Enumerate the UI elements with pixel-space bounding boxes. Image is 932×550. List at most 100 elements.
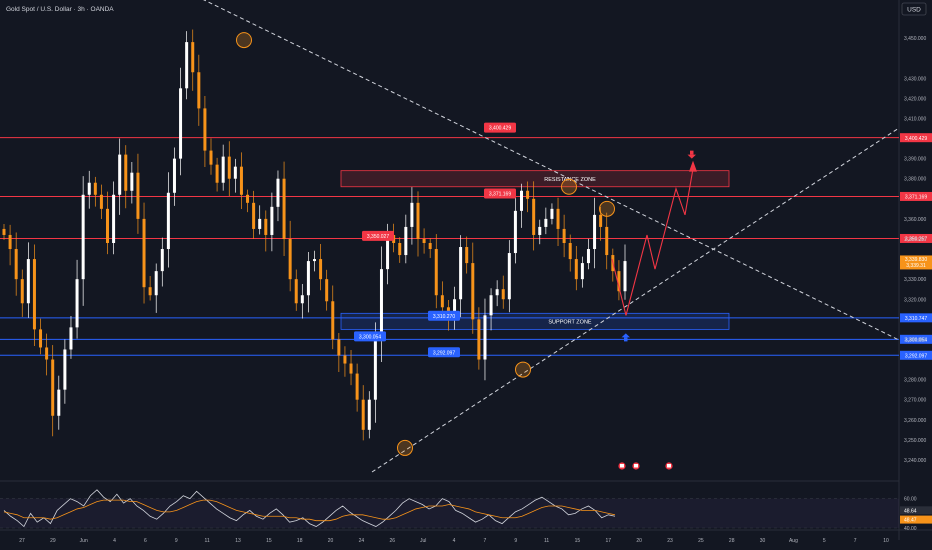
candle[interactable] bbox=[465, 236, 469, 274]
candle[interactable] bbox=[416, 191, 420, 257]
price-axis[interactable]: 3,450.000 3,430.000 3,420.000 3,410.000 3,39… bbox=[900, 36, 932, 464]
candle[interactable] bbox=[520, 183, 523, 228]
candle[interactable] bbox=[440, 281, 444, 314]
candle[interactable] bbox=[343, 346, 347, 377]
candle[interactable] bbox=[337, 333, 341, 372]
candle[interactable] bbox=[87, 170, 91, 209]
candle[interactable] bbox=[580, 256, 584, 288]
candle[interactable] bbox=[556, 197, 560, 247]
candle[interactable] bbox=[233, 158, 237, 193]
candle[interactable] bbox=[550, 203, 554, 225]
candle[interactable] bbox=[593, 197, 597, 269]
candle[interactable] bbox=[20, 269, 24, 317]
candle[interactable] bbox=[227, 141, 231, 197]
candle[interactable] bbox=[270, 192, 274, 252]
candle[interactable] bbox=[367, 391, 371, 439]
candle[interactable] bbox=[434, 234, 438, 309]
candle[interactable] bbox=[276, 170, 280, 222]
candle[interactable] bbox=[81, 176, 85, 306]
candle[interactable] bbox=[93, 176, 97, 207]
candle[interactable] bbox=[300, 283, 304, 319]
candle[interactable] bbox=[544, 207, 548, 235]
candle[interactable] bbox=[526, 181, 530, 213]
candle[interactable] bbox=[538, 219, 542, 245]
rsi-panel[interactable]: 60.00 40.00 48.64 48.47 bbox=[0, 489, 932, 532]
candle[interactable] bbox=[428, 238, 432, 258]
candle[interactable] bbox=[574, 246, 578, 291]
candle[interactable] bbox=[69, 316, 73, 359]
candle[interactable] bbox=[75, 259, 79, 339]
candle[interactable] bbox=[483, 298, 487, 381]
candle[interactable] bbox=[605, 212, 609, 270]
candle[interactable] bbox=[489, 288, 493, 331]
candle[interactable] bbox=[410, 187, 414, 245]
candle[interactable] bbox=[154, 263, 158, 313]
candle[interactable] bbox=[617, 260, 621, 301]
candle[interactable] bbox=[459, 235, 463, 318]
candle[interactable] bbox=[568, 234, 572, 272]
event-icon[interactable] bbox=[664, 461, 674, 471]
candle[interactable] bbox=[51, 345, 55, 437]
candle[interactable] bbox=[379, 246, 383, 363]
candle[interactable] bbox=[172, 147, 176, 206]
candle[interactable] bbox=[197, 54, 201, 126]
candle[interactable] bbox=[319, 244, 323, 291]
currency-badge[interactable] bbox=[901, 2, 927, 16]
candle[interactable] bbox=[501, 275, 505, 309]
event-icon[interactable] bbox=[617, 461, 627, 471]
candle[interactable] bbox=[507, 240, 511, 313]
candle[interactable] bbox=[398, 237, 402, 263]
candle[interactable] bbox=[8, 224, 12, 266]
time-axis[interactable]: 27 29 Jun 4 6 9 11 13 15 18 20 24 26 Jul 4 7 9 11 15 17 20 23… bbox=[19, 461, 889, 544]
candle[interactable] bbox=[246, 189, 250, 213]
candle[interactable] bbox=[130, 161, 134, 204]
candle[interactable] bbox=[361, 385, 365, 441]
candle[interactable] bbox=[124, 145, 128, 209]
candle[interactable] bbox=[623, 244, 627, 300]
candle[interactable] bbox=[112, 181, 116, 255]
candle[interactable] bbox=[252, 190, 256, 239]
candle[interactable] bbox=[166, 172, 170, 268]
candle[interactable] bbox=[203, 96, 207, 167]
candle[interactable] bbox=[453, 286, 457, 330]
candle[interactable] bbox=[349, 349, 353, 386]
candle[interactable] bbox=[63, 339, 67, 404]
candle[interactable] bbox=[532, 181, 536, 251]
candle[interactable] bbox=[106, 191, 109, 255]
candle[interactable] bbox=[562, 214, 566, 258]
candle[interactable] bbox=[209, 138, 213, 175]
candle[interactable] bbox=[325, 269, 329, 311]
candle[interactable] bbox=[294, 269, 298, 311]
candle[interactable] bbox=[142, 202, 146, 304]
candle[interactable] bbox=[179, 67, 183, 176]
candle[interactable] bbox=[57, 375, 61, 430]
candle[interactable] bbox=[39, 318, 43, 355]
candle[interactable] bbox=[239, 152, 243, 210]
candle[interactable] bbox=[99, 184, 103, 219]
candle[interactable] bbox=[288, 220, 292, 292]
candle[interactable] bbox=[26, 242, 30, 318]
event-icon[interactable] bbox=[631, 461, 641, 471]
candle[interactable] bbox=[118, 138, 122, 215]
candle[interactable] bbox=[355, 363, 359, 412]
candle[interactable] bbox=[471, 242, 475, 334]
candle[interactable] bbox=[14, 232, 18, 296]
candle[interactable] bbox=[264, 210, 268, 252]
candle[interactable] bbox=[32, 244, 36, 346]
candle[interactable] bbox=[191, 29, 195, 91]
candle[interactable] bbox=[513, 194, 517, 264]
candle[interactable] bbox=[404, 214, 408, 264]
candle[interactable] bbox=[282, 161, 286, 257]
candle[interactable] bbox=[160, 237, 164, 287]
candle[interactable] bbox=[477, 307, 481, 370]
candle[interactable] bbox=[331, 285, 335, 350]
candle[interactable] bbox=[313, 250, 316, 272]
candle[interactable] bbox=[185, 31, 189, 100]
candle[interactable] bbox=[221, 144, 225, 191]
candle[interactable] bbox=[422, 228, 426, 254]
candle[interactable] bbox=[495, 280, 499, 307]
candle[interactable] bbox=[586, 238, 590, 270]
candle[interactable] bbox=[45, 333, 49, 376]
